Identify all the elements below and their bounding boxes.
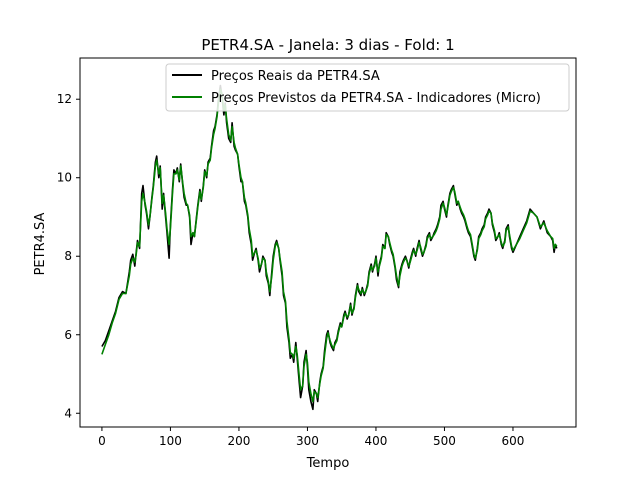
x-tick-label: 300 xyxy=(296,434,319,448)
chart-title: PETR4.SA - Janela: 3 dias - Fold: 1 xyxy=(201,36,454,54)
x-tick-label: 100 xyxy=(159,434,182,448)
y-axis-label: PETR4.SA xyxy=(33,212,48,275)
y-tick-label: 12 xyxy=(57,92,72,106)
x-axis-label: Tempo xyxy=(306,456,350,471)
x-axis-ticks: 0 100 200 300 400 500 600 xyxy=(98,427,524,448)
legend: Preços Reais da PETR4.SA Preços Previsto… xyxy=(165,63,570,112)
y-tick-label: 10 xyxy=(57,171,72,185)
axes-frame xyxy=(79,57,577,428)
legend-label-real: Preços Reais da PETR4.SA xyxy=(211,69,380,84)
plot-area: 0 100 200 300 400 500 600 4 6 8 10 12 xyxy=(57,57,577,448)
series-lines xyxy=(101,84,558,411)
legend-box xyxy=(165,63,570,112)
x-tick-label: 200 xyxy=(227,434,250,448)
x-tick-label: 400 xyxy=(365,434,388,448)
x-tick-label: 600 xyxy=(502,434,525,448)
x-tick-label: 0 xyxy=(98,434,106,448)
y-tick-label: 8 xyxy=(64,249,72,263)
y-tick-label: 4 xyxy=(64,406,72,420)
y-axis-ticks: 4 6 8 10 12 xyxy=(57,92,80,420)
legend-label-predicted: Preços Previstos da PETR4.SA - Indicador… xyxy=(211,91,541,106)
y-tick-label: 6 xyxy=(64,328,72,342)
x-tick-label: 500 xyxy=(433,434,456,448)
series-line-predicted xyxy=(101,88,558,403)
